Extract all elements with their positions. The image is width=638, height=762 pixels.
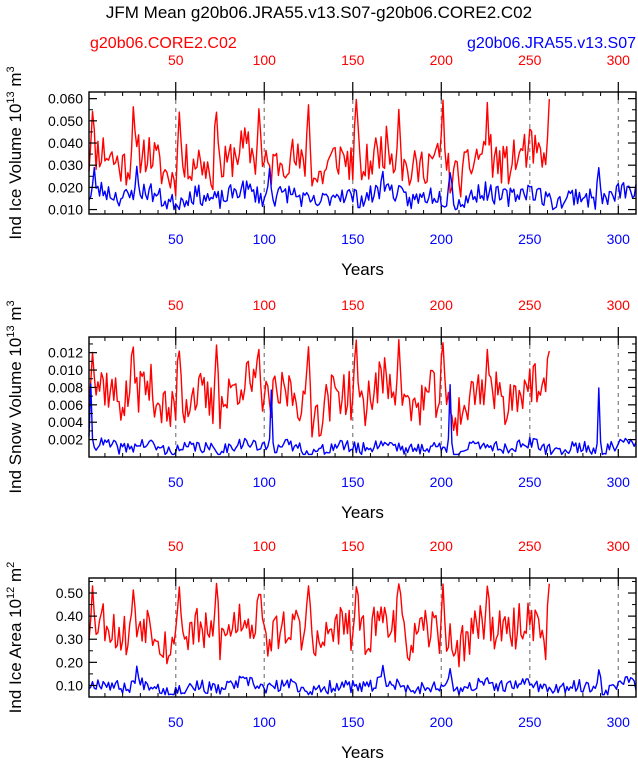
y-axis-title-superscript: 12 <box>5 587 17 599</box>
x-tick-label-top: 200 <box>430 538 454 554</box>
x-tick-label-top: 100 <box>253 52 277 68</box>
series-core2-line <box>88 582 550 668</box>
x-tick-label-bottom: 300 <box>607 474 631 490</box>
x-tick-label-top: 100 <box>253 297 277 313</box>
x-tick-label-top: 50 <box>168 297 184 313</box>
y-axis-title: Ind Ice Area 1012 m2 <box>5 562 25 714</box>
x-tick-label-bottom: 100 <box>253 474 277 490</box>
x-tick-label-top: 250 <box>518 538 542 554</box>
y-tick-label: 0.010 <box>48 362 83 378</box>
x-tick-label-bottom: 50 <box>168 474 184 490</box>
y-tick-label: 0.020 <box>48 179 83 195</box>
y-tick-label: 0.40 <box>56 608 83 624</box>
legend-jra55: g20b06.JRA55.v13.S07 <box>467 35 636 52</box>
x-tick-label-bottom: 200 <box>430 231 454 247</box>
plot-frame <box>88 577 637 698</box>
x-tick-label-bottom: 100 <box>253 231 277 247</box>
x-tick-label-top: 50 <box>168 538 184 554</box>
y-tick-label: 0.20 <box>56 654 83 670</box>
y-axis-title-text: Ind Snow Volume 10 <box>6 338 25 494</box>
y-tick-label: 0.012 <box>48 345 83 361</box>
panel-ice-area: 50 50 100 100 150 150 200 200 250 250 300 300 0.10 0.… <box>5 538 637 762</box>
x-tick-label-top: 200 <box>430 52 454 68</box>
y-axis-title-superscript: 13 <box>5 91 17 103</box>
x-tick-label-bottom: 150 <box>341 714 365 730</box>
y-axis-title-text: m <box>6 568 25 587</box>
legend-core2: g20b06.CORE2.C02 <box>90 35 237 52</box>
x-tick-label-top: 300 <box>607 52 631 68</box>
series-jra55-line <box>88 383 637 456</box>
x-tick-label-bottom: 50 <box>168 714 184 730</box>
y-axis-title-superscript: 3 <box>5 300 17 306</box>
panel-ice-volume: 50 50 100 100 150 150 200 200 250 250 300 300 0.010 0… <box>5 52 637 279</box>
y-tick-label: 0.050 <box>48 113 83 129</box>
x-tick-label-top: 300 <box>607 538 631 554</box>
x-axis-title: Years <box>341 503 384 522</box>
y-tick-label: 0.30 <box>56 631 83 647</box>
y-axis-title-superscript: 13 <box>5 325 17 337</box>
y-axis-title-text: m <box>6 307 25 326</box>
y-axis-title-text: m <box>6 72 25 91</box>
x-tick-label-top: 300 <box>607 297 631 313</box>
x-tick-label-bottom: 200 <box>430 474 454 490</box>
y-tick-label: 0.002 <box>48 432 83 448</box>
x-tick-label-bottom: 250 <box>518 231 542 247</box>
x-tick-label-bottom: 150 <box>341 231 365 247</box>
y-tick-label: 0.060 <box>48 91 83 107</box>
x-tick-label-bottom: 250 <box>518 474 542 490</box>
panel-snow-volume: 50 50 100 100 150 150 200 200 250 250 300 300 0.002 0… <box>5 297 637 522</box>
series-core2-line <box>88 339 550 438</box>
x-tick-label-bottom: 100 <box>253 714 277 730</box>
x-tick-label-top: 150 <box>341 297 365 313</box>
plot-frame <box>88 336 637 458</box>
series-core2-line <box>88 98 550 198</box>
x-tick-label-top: 100 <box>253 538 277 554</box>
x-tick-label-top: 150 <box>341 538 365 554</box>
series-jra55-line <box>88 165 637 211</box>
x-tick-label-top: 50 <box>168 52 184 68</box>
y-tick-label: 0.50 <box>56 585 83 601</box>
x-tick-label-top: 250 <box>518 52 542 68</box>
y-tick-label: 0.030 <box>48 157 83 173</box>
y-axis-title: Ind Snow Volume 1013 m3 <box>5 300 25 493</box>
x-axis-title: Years <box>341 260 384 279</box>
x-tick-label-top: 150 <box>341 52 365 68</box>
x-tick-label-bottom: 200 <box>430 714 454 730</box>
y-axis-title-superscript: 2 <box>5 562 17 568</box>
x-tick-label-bottom: 50 <box>168 231 184 247</box>
y-tick-label: 0.004 <box>48 414 83 430</box>
x-tick-label-top: 200 <box>430 297 454 313</box>
series-jra55-line <box>88 664 637 696</box>
y-tick-label: 0.010 <box>48 202 83 218</box>
x-tick-label-bottom: 300 <box>607 231 631 247</box>
x-tick-label-bottom: 250 <box>518 714 542 730</box>
y-axis-title-text: Ind Ice Volume 10 <box>6 104 25 240</box>
figure-title: JFM Mean g20b06.JRA55.v13.S07-g20b06.COR… <box>106 3 532 22</box>
y-tick-label: 0.008 <box>48 379 83 395</box>
x-tick-label-bottom: 300 <box>607 714 631 730</box>
x-tick-label-bottom: 150 <box>341 474 365 490</box>
x-tick-label-top: 250 <box>518 297 542 313</box>
y-axis-title-text: Ind Ice Area 10 <box>6 599 25 713</box>
y-axis-title: Ind Ice Volume 1013 m3 <box>5 66 25 239</box>
y-tick-label: 0.10 <box>56 677 83 693</box>
y-tick-label: 0.006 <box>48 397 83 413</box>
y-tick-label: 0.040 <box>48 135 83 151</box>
y-axis-title-superscript: 3 <box>5 66 17 72</box>
plot-frame <box>88 91 637 215</box>
x-axis-title: Years <box>341 743 384 762</box>
